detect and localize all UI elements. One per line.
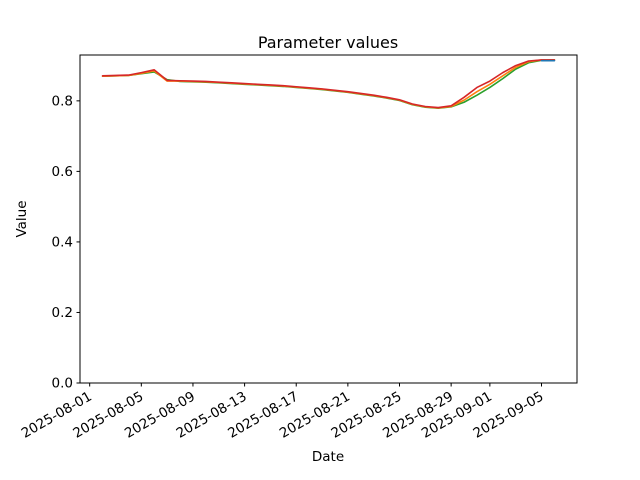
line-series-green — [101, 59, 556, 110]
line-series-orange — [101, 59, 556, 109]
y-tick-label: 0.4 — [52, 234, 73, 250]
axes: 2025-08-012025-08-052025-08-092025-08-13… — [19, 54, 578, 442]
x-axis-label: Date — [312, 449, 344, 465]
y-tick-label: 0.8 — [52, 93, 73, 109]
plot-border — [79, 54, 578, 384]
y-tick-label: 0.2 — [52, 305, 73, 321]
y-tick-label: 0.6 — [52, 164, 73, 180]
y-axis-label: Value — [14, 200, 30, 237]
line-series-red — [101, 59, 556, 109]
series-group — [101, 59, 556, 110]
chart-title: Parameter values — [258, 33, 398, 52]
y-tick-label: 0.0 — [52, 376, 73, 392]
